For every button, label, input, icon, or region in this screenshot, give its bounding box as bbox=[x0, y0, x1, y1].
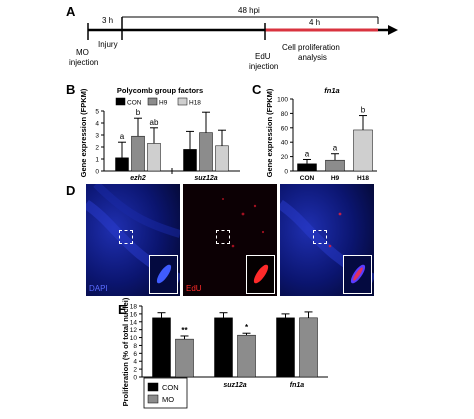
y-tick-label: 60 bbox=[281, 125, 289, 132]
micrograph-dapi-texture bbox=[86, 184, 180, 296]
label-mo: MO bbox=[76, 48, 89, 57]
y-tick-label: 8 bbox=[133, 343, 137, 350]
panel-d-letter: D bbox=[66, 183, 76, 198]
significance-label: b bbox=[361, 106, 366, 115]
y-tick-label: 18 bbox=[130, 304, 138, 311]
legend-label-mo: MO bbox=[162, 395, 174, 404]
panel-a-letter: A bbox=[66, 4, 76, 19]
chart-b-ylabel: Gene expression (FPKM) bbox=[79, 88, 88, 177]
label-edu-injection: injection bbox=[249, 62, 278, 71]
y-tick-label: 4 bbox=[95, 121, 99, 128]
legend-label-h9: H9 bbox=[159, 100, 168, 107]
category-label-fn1a: fn1a bbox=[290, 382, 305, 389]
label-analysis: analysis bbox=[298, 53, 327, 62]
significance-label: a bbox=[305, 149, 310, 158]
roi-box-edu bbox=[216, 230, 230, 244]
micrograph-dapi: DAPI bbox=[86, 184, 180, 296]
significance-label: b bbox=[136, 108, 141, 117]
bar-h9-suz12a bbox=[199, 132, 213, 172]
bar-h18-ezh2 bbox=[147, 143, 161, 172]
micrograph-merge bbox=[280, 184, 374, 296]
legend-swatch-con bbox=[147, 382, 159, 392]
significance-label: a bbox=[120, 132, 125, 141]
category-label-con: CON bbox=[300, 175, 315, 182]
category-label-h9: H9 bbox=[331, 175, 340, 182]
chart-b: Polycomb group factors Gene expression (… bbox=[79, 86, 240, 182]
legend-swatch-mo bbox=[147, 394, 159, 404]
y-tick-label: 80 bbox=[281, 111, 289, 118]
y-tick-label: 4 bbox=[133, 359, 137, 366]
inset-merge bbox=[343, 255, 372, 294]
chart-c: fn1a Gene expression (FPKM) 0 20 40 60 80 100… bbox=[265, 86, 377, 182]
bar-mo-suz12a bbox=[237, 334, 256, 378]
chart-c-ylabel: Gene expression (FPKM) bbox=[265, 88, 274, 177]
y-tick-label: 0 bbox=[133, 375, 137, 382]
y-tick-label: 0 bbox=[284, 169, 288, 176]
chart-e-ylabel: Proliferation (% of total nuclei) bbox=[121, 297, 130, 406]
panel-b-letter: B bbox=[66, 82, 75, 97]
roi-box-dapi bbox=[119, 230, 133, 244]
significance-label: ab bbox=[150, 118, 159, 127]
y-tick-label: 100 bbox=[277, 97, 288, 104]
label-edu: EdU bbox=[255, 52, 271, 61]
legend-label-con: CON bbox=[162, 383, 179, 392]
legend-swatch-h9 bbox=[147, 97, 158, 106]
inset-dapi bbox=[149, 255, 178, 294]
label-injury: Injury bbox=[98, 40, 118, 49]
y-tick-label: 2 bbox=[133, 367, 137, 374]
bar-con-ezh2 bbox=[152, 317, 171, 378]
significance-label: ** bbox=[181, 326, 188, 335]
label-mo-injection: injection bbox=[69, 58, 98, 67]
y-tick-label: 5 bbox=[95, 109, 99, 116]
bar-con-suz12a bbox=[183, 149, 197, 172]
bar-mo-fn1a bbox=[299, 317, 318, 378]
label-48hpi: 48 hpi bbox=[238, 6, 260, 15]
y-tick-label: 6 bbox=[133, 351, 137, 358]
category-label-h18: H18 bbox=[357, 175, 369, 182]
category-label-suz12a: suz12a bbox=[194, 175, 217, 182]
panel-c-letter: C bbox=[252, 82, 262, 97]
y-tick-label: 0 bbox=[95, 169, 99, 176]
y-tick-label: 2 bbox=[95, 145, 99, 152]
bar-con-ezh2 bbox=[115, 157, 129, 172]
panel-e-letter: E bbox=[118, 302, 127, 317]
micrograph-label-edu: EdU bbox=[186, 284, 202, 293]
label-3h: 3 h bbox=[102, 16, 113, 25]
y-tick-label: 1 bbox=[95, 157, 99, 164]
significance-label: a bbox=[333, 144, 338, 153]
chart-b-title: Polycomb group factors bbox=[117, 86, 203, 95]
bar-h18 bbox=[353, 129, 373, 172]
bar-con bbox=[297, 163, 317, 172]
significance-label: * bbox=[245, 323, 249, 332]
roi-box-merge bbox=[313, 230, 327, 244]
inset-edu bbox=[246, 255, 275, 294]
chart-e: Proliferation (% of total nuclei) 024681… bbox=[121, 297, 328, 409]
timeline-arrowhead bbox=[388, 25, 398, 35]
chart-c-title: fn1a bbox=[324, 86, 339, 95]
bar-con-fn1a bbox=[276, 317, 295, 378]
bar-h9-ezh2 bbox=[131, 135, 145, 172]
y-tick-label: 3 bbox=[95, 133, 99, 140]
bar-con-suz12a bbox=[214, 317, 233, 378]
category-label-suz12a: suz12a bbox=[223, 382, 246, 389]
category-label-ezh2: ezh2 bbox=[130, 175, 146, 182]
legend-label-con: CON bbox=[127, 100, 142, 107]
y-tick-label: 14 bbox=[130, 319, 138, 326]
y-tick-label: 12 bbox=[130, 327, 138, 334]
micrograph-label-dapi: DAPI bbox=[89, 284, 108, 293]
y-tick-label: 20 bbox=[281, 154, 289, 161]
bar-h18-suz12a bbox=[215, 145, 229, 172]
y-tick-label: 40 bbox=[281, 140, 289, 147]
label-4h: 4 h bbox=[309, 18, 320, 27]
bar-mo-ezh2 bbox=[175, 338, 194, 378]
bar-h9 bbox=[325, 159, 345, 172]
label-cell-proliferation: Cell proliferation bbox=[282, 43, 340, 52]
micrograph-edu: EdU bbox=[183, 184, 277, 296]
legend-swatch-con bbox=[115, 97, 126, 106]
y-tick-label: 10 bbox=[130, 335, 138, 342]
legend-label-h18: H18 bbox=[189, 100, 201, 107]
y-tick-label: 16 bbox=[130, 311, 138, 318]
legend-swatch-h18 bbox=[177, 97, 188, 106]
